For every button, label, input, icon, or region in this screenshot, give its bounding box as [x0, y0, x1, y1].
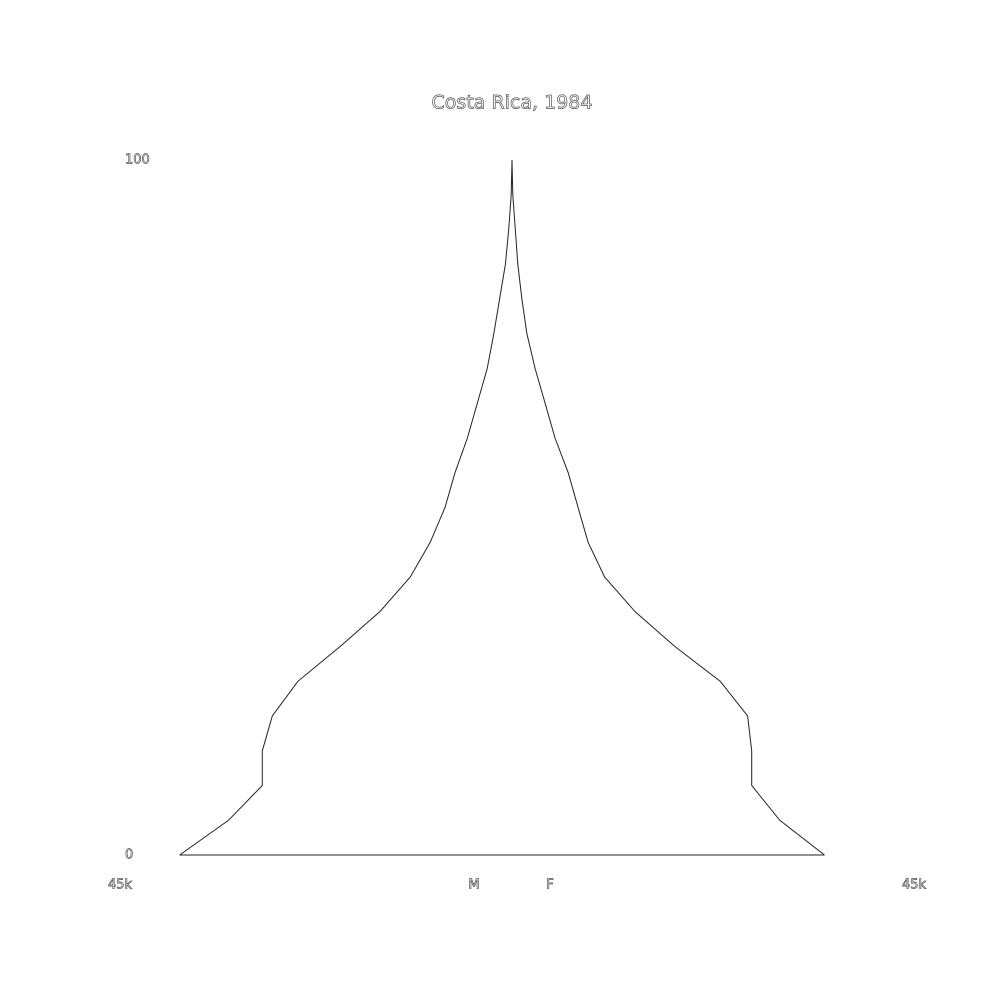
population-line: [511, 159, 825, 856]
series-label: F: [546, 878, 553, 893]
x-tick-label: 45k: [902, 878, 927, 893]
x-tick-label: 45k: [108, 878, 133, 893]
y-tick-label: 0: [125, 848, 133, 863]
series-label: M: [468, 878, 479, 893]
population-line: [179, 159, 513, 856]
y-tick-label: 100: [125, 153, 150, 168]
chart-title: Costa Rica, 1984: [432, 92, 593, 114]
